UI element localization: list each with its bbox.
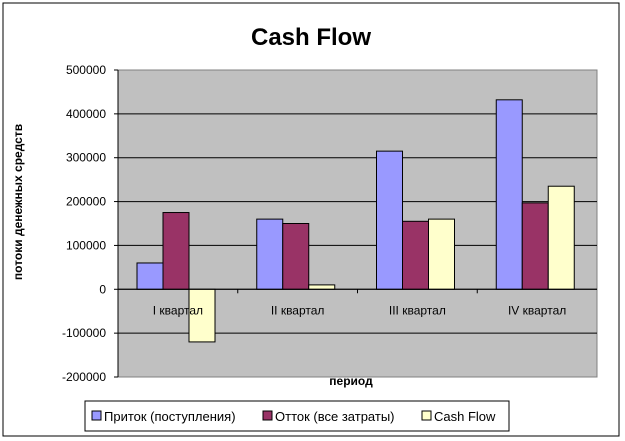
bar-2-4 — [521, 202, 549, 290]
bar-1-3 — [376, 150, 403, 290]
x-category-label: III квартал — [389, 303, 446, 317]
legend-label-3: Cash Flow — [434, 409, 496, 424]
x-axis-categories: I квартал II квартал III квартал IV квартал — [153, 289, 566, 317]
bars — [136, 99, 575, 343]
legend-swatch-1 — [91, 410, 102, 421]
bar-1-1 — [136, 262, 164, 290]
x-category-label: II квартал — [271, 303, 325, 317]
y-tick-label: 100000 — [66, 238, 106, 252]
bar-2-2 — [282, 223, 310, 290]
bar-3-4 — [547, 185, 575, 290]
legend-label-2: Отток (все затраты) — [275, 409, 395, 424]
y-tick-label: 0 — [99, 282, 106, 296]
y-tick-label: 400000 — [66, 107, 106, 121]
chart-title: Cash Flow — [251, 24, 371, 51]
bar-1-2 — [256, 218, 284, 290]
legend-label-1: Приток (поступления) — [104, 409, 236, 424]
bar-3-1 — [188, 288, 216, 343]
bar-2-1 — [162, 212, 190, 290]
x-category-label: I квартал — [153, 303, 203, 317]
legend-swatch-3 — [421, 410, 432, 421]
bar-1-4 — [495, 99, 523, 290]
y-tick-label: -200000 — [62, 370, 106, 384]
legend: Приток (поступления) Отток (все затраты) C… — [91, 409, 496, 424]
x-axis-title: период — [329, 374, 373, 388]
y-tick-label: 500000 — [66, 63, 106, 77]
bar-2-3 — [402, 220, 429, 290]
bar-3-3 — [428, 218, 455, 290]
legend-swatch-2 — [262, 410, 273, 421]
x-category-label: IV квартал — [508, 303, 566, 317]
y-axis-title: потоки денежных средств — [11, 124, 25, 280]
y-axis-ticks: 500000 400000 300000 200000 100000 0 -100000 -2… — [62, 63, 118, 384]
y-tick-label: -100000 — [62, 326, 106, 340]
y-tick-label: 300000 — [66, 151, 106, 165]
legend-box — [84, 400, 510, 432]
y-tick-label: 200000 — [66, 195, 106, 209]
bar-3-2 — [308, 284, 336, 290]
